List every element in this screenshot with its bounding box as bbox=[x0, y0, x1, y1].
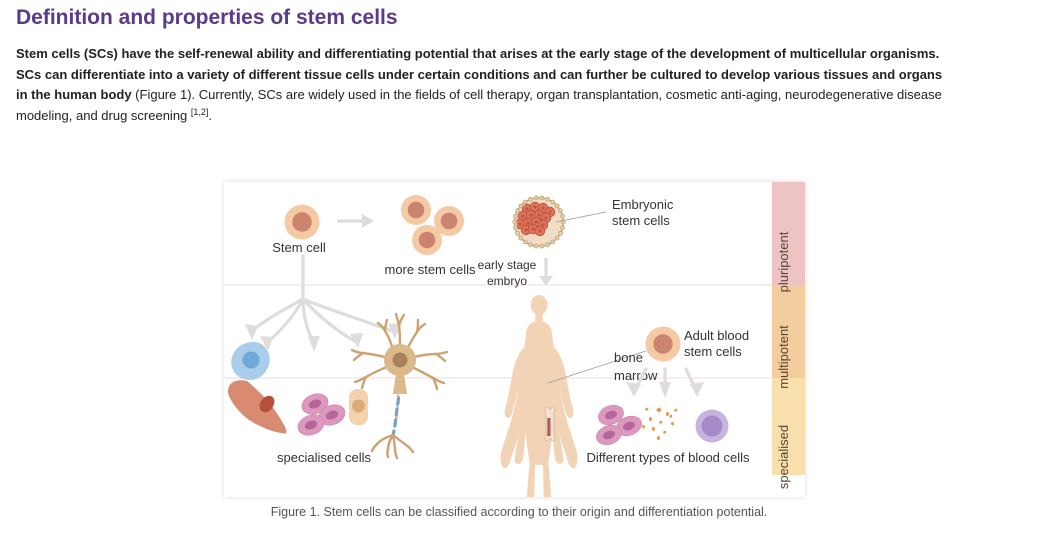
svg-text:bone: bone bbox=[614, 350, 643, 365]
svg-text:pluripotent: pluripotent bbox=[776, 231, 791, 292]
svg-text:Stem cell: Stem cell bbox=[272, 240, 326, 255]
svg-text:specialised cells: specialised cells bbox=[277, 450, 371, 465]
svg-text:multipotent: multipotent bbox=[776, 325, 791, 389]
svg-text:marrow: marrow bbox=[614, 368, 658, 383]
svg-text:Embryonic: Embryonic bbox=[612, 197, 674, 212]
svg-text:Adult blood: Adult blood bbox=[684, 328, 749, 343]
svg-text:more stem cells: more stem cells bbox=[384, 262, 476, 277]
svg-text:stem cells: stem cells bbox=[684, 344, 742, 359]
svg-text:specialised: specialised bbox=[776, 425, 791, 489]
svg-text:Different types of blood cells: Different types of blood cells bbox=[586, 450, 750, 465]
svg-text:early stage: early stage bbox=[478, 258, 537, 272]
svg-text:embryo: embryo bbox=[487, 274, 527, 288]
svg-text:stem cells: stem cells bbox=[612, 213, 670, 228]
